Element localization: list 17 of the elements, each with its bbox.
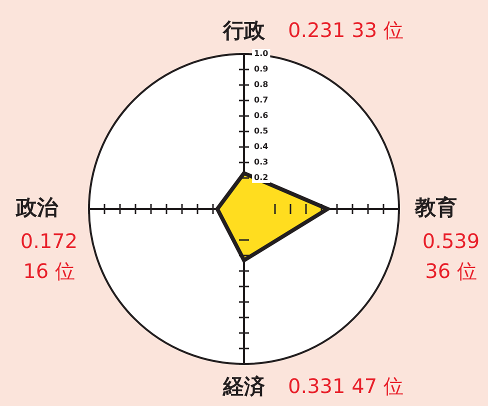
y-tick-label: 0.8	[254, 80, 269, 90]
text: 0.231 33 位	[288, 18, 404, 42]
text: 0.539 36 位	[422, 229, 480, 284]
spoke-label: 経済	[222, 374, 266, 398]
y-tick-label: 1.0	[254, 49, 269, 58]
y-tick-label: 0.3	[254, 158, 268, 167]
y-tick-label: 0.6	[254, 111, 269, 120]
y-tick-label: 0.4	[254, 142, 269, 152]
spoke-label: 行政	[222, 18, 266, 42]
spoke-label: 政治	[15, 195, 59, 220]
text: 0.331 47 位	[288, 374, 404, 398]
y-tick-label: 0.5	[254, 126, 269, 136]
spoke-label: 教育	[414, 195, 457, 220]
y-tick-label: 0.9	[254, 64, 269, 74]
y-tick-label: 0.2	[254, 173, 268, 182]
y-tick-label: 0.7	[254, 96, 268, 105]
text: 0.172 16 位	[20, 229, 78, 284]
